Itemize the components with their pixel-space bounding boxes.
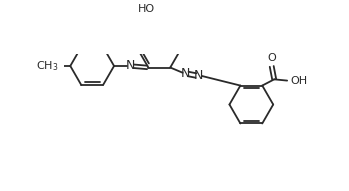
Text: OH: OH (290, 76, 307, 86)
Text: HO: HO (138, 4, 155, 14)
Text: N: N (126, 59, 135, 72)
Text: CH$_3$: CH$_3$ (36, 59, 58, 73)
Text: N: N (194, 69, 203, 82)
Text: O: O (268, 53, 276, 63)
Text: N: N (180, 67, 190, 80)
